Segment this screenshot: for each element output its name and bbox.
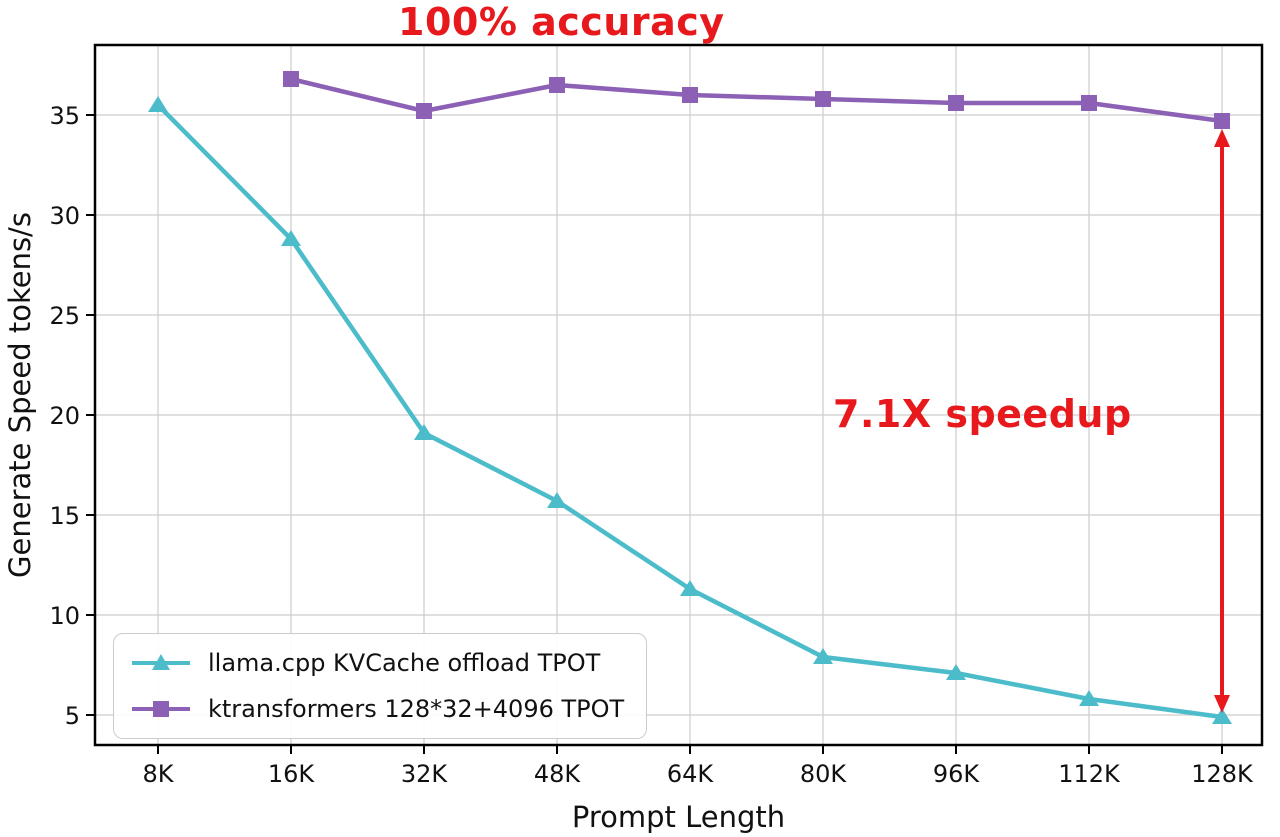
svg-text:25: 25	[49, 302, 80, 330]
svg-text:128K: 128K	[1191, 760, 1254, 788]
x-axis-label: Prompt Length	[572, 800, 785, 834]
legend-item: ktransformers 128*32+4096 TPOT	[128, 690, 624, 728]
svg-text:15: 15	[49, 502, 80, 530]
plot-border	[93, 43, 1264, 747]
legend-label: ktransformers 128*32+4096 TPOT	[208, 695, 625, 723]
speedup-annotation: 7.1X speedup	[833, 392, 1132, 436]
svg-text:96K: 96K	[933, 760, 981, 788]
svg-text:80K: 80K	[800, 760, 848, 788]
svg-text:64K: 64K	[667, 760, 715, 788]
accuracy-annotation: 100% accuracy	[398, 0, 725, 44]
svg-text:20: 20	[49, 402, 80, 430]
svg-text:16K: 16K	[268, 760, 316, 788]
legend-marker-square-icon	[132, 701, 190, 717]
svg-text:5: 5	[65, 702, 80, 730]
series-0	[148, 96, 1232, 724]
svg-text:10: 10	[49, 602, 80, 630]
series-1	[283, 71, 1230, 129]
gridlines	[95, 45, 1262, 745]
x-axis: 8K 16K 32K 48K 64K 80K 96K 112K 128K Prompt Lengt…	[142, 745, 1254, 834]
svg-text:48K: 48K	[534, 760, 582, 788]
svg-text:32K: 32K	[401, 760, 449, 788]
legend-item: llama.cpp KVCache offload TPOT	[128, 644, 624, 682]
speedup-arrow	[1214, 129, 1230, 713]
legend-label: llama.cpp KVCache offload TPOT	[208, 649, 601, 677]
legend-marker-triangle-icon	[132, 654, 190, 670]
y-axis-label: Generate Speed tokens/s	[3, 212, 37, 578]
y-axis: 5 10 15 20 25 30 35 Generate Speed tokens/s	[3, 102, 95, 730]
svg-text:8K: 8K	[142, 760, 174, 788]
svg-text:35: 35	[49, 102, 80, 130]
svg-text:30: 30	[49, 202, 80, 230]
svg-text:112K: 112K	[1058, 760, 1121, 788]
legend: llama.cpp KVCache offload TPOT ktransfor…	[113, 633, 648, 739]
